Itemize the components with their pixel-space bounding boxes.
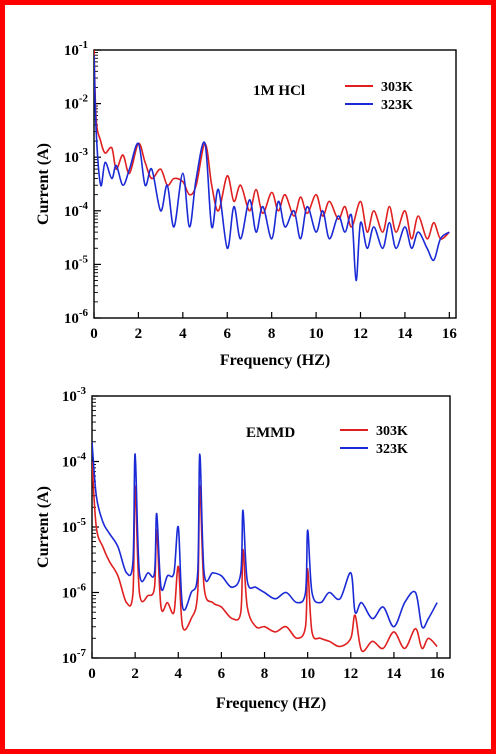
y-tick-label: 10-6	[62, 582, 87, 602]
y-tick-label: 10-6	[64, 307, 89, 327]
y-tick-label: 10-4	[62, 451, 87, 471]
y-axis-title: Current (A)	[35, 143, 52, 225]
x-axis-title: Frequency (HZ)	[220, 352, 330, 369]
legend-label: 303K	[376, 424, 408, 439]
chart-1m-hcl: 0 2 4 6 8 10 12 14 16 10-1 10-2 10-3 10-4 10-5 10-6 Fre…	[35, 39, 457, 369]
y-tick-label: 10-5	[62, 516, 87, 536]
x-tick-label: 14	[386, 666, 402, 682]
x-tick-label: 8	[268, 326, 276, 342]
x-tick-label: 14	[397, 326, 413, 342]
plot-frame	[93, 49, 457, 319]
y-tick-label: 10-5	[64, 253, 89, 273]
x-tick-label: 12	[343, 666, 358, 682]
chart-annotation: 1M HCl	[253, 83, 305, 99]
y-axis-title: Current (A)	[35, 486, 52, 568]
x-tick-label: 16	[430, 666, 446, 682]
x-tick-label: 6	[224, 326, 232, 342]
y-tick-label: 10-3	[62, 385, 87, 405]
y-tick-label: 10-7	[62, 647, 87, 667]
x-tick-label: 6	[218, 666, 226, 682]
y-tick-label: 10-1	[64, 39, 88, 59]
x-tick-label: 12	[353, 326, 368, 342]
y-tick-label: 10-2	[64, 93, 89, 113]
y-tick-label: 10-4	[64, 200, 89, 220]
x-tick-label: 16	[442, 326, 458, 342]
legend-label: 303K	[381, 80, 413, 95]
x-tick-label: 10	[300, 666, 315, 682]
x-tick-label: 2	[131, 666, 139, 682]
x-tick-label: 8	[261, 666, 269, 682]
series-line-323k	[92, 441, 438, 629]
chart-emmd: 0 2 4 6 8 10 12 14 16 10-3 10-4 10-5 10-6 10-7 Frequen…	[35, 385, 451, 712]
x-tick-label: 4	[175, 666, 183, 682]
series-line-303k	[94, 50, 450, 240]
series-line-303k	[92, 461, 438, 653]
y-tick-label: 10-3	[64, 146, 89, 166]
legend-label: 323K	[381, 98, 413, 113]
chart-annotation: EMMD	[246, 425, 295, 441]
legend-label: 323K	[376, 442, 408, 457]
series-line-323k	[94, 55, 450, 282]
x-tick-label: 4	[179, 326, 187, 342]
x-tick-label: 2	[135, 326, 143, 342]
x-tick-label: 0	[88, 666, 96, 682]
x-tick-label: 10	[309, 326, 324, 342]
x-tick-label: 0	[90, 326, 98, 342]
x-axis-title: Frequency (HZ)	[216, 695, 326, 712]
